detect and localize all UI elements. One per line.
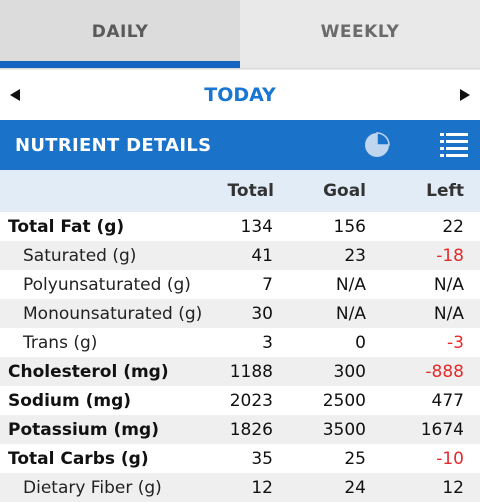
header-total: Total: [227, 181, 274, 201]
table-row: Potassium (mg) 1826 3500 1674: [0, 415, 480, 444]
nutrient-left: N/A: [433, 274, 464, 295]
nutrient-left: 477: [431, 390, 464, 411]
nutrient-goal: 0: [355, 332, 366, 353]
table-header: Total Goal Left: [0, 170, 480, 212]
nutrient-name: Dietary Fiber (g): [23, 477, 162, 498]
table-row: Total Carbs (g) 35 25 -10: [0, 444, 480, 473]
nutrient-goal: 24: [344, 477, 366, 498]
nutrient-name: Potassium (mg): [8, 419, 159, 440]
nutrient-total: 1826: [229, 419, 273, 440]
nutrient-name: Total Fat (g): [8, 216, 125, 237]
table-row: Dietary Fiber (g) 12 24 12: [0, 473, 480, 502]
tab-bar: DAILY WEEKLY: [0, 0, 480, 68]
chevron-right-icon[interactable]: [460, 89, 470, 101]
nutrient-total: 1188: [229, 361, 273, 382]
section-title: NUTRIENT DETAILS: [15, 134, 212, 156]
table-row: Cholesterol (mg) 1188 300 -888: [0, 357, 480, 386]
nutrient-total: 2023: [229, 390, 273, 411]
nutrient-left: 22: [442, 216, 464, 237]
nutrient-table: Total Fat (g) 134 156 22 Saturated (g) 4…: [0, 212, 480, 502]
nutrient-name: Saturated (g): [23, 245, 137, 266]
table-row: Saturated (g) 41 23 -18: [0, 241, 480, 270]
date-label[interactable]: TODAY: [204, 84, 276, 106]
nutrient-total: 35: [251, 448, 273, 469]
nutrient-name: Sodium (mg): [8, 390, 132, 411]
nutrient-left: N/A: [433, 303, 464, 324]
table-row: Polyunsaturated (g) 7 N/A N/A: [0, 270, 480, 299]
nutrient-goal: 2500: [322, 390, 366, 411]
section-header: NUTRIENT DETAILS: [0, 120, 480, 170]
chevron-left-icon[interactable]: [10, 89, 20, 101]
table-row: Monounsaturated (g) 30 N/A N/A: [0, 299, 480, 328]
nutrient-name: Monounsaturated (g): [23, 303, 203, 324]
pie-chart-icon[interactable]: [364, 132, 390, 158]
nutrient-goal: 3500: [322, 419, 366, 440]
nutrient-total: 30: [251, 303, 273, 324]
tab-daily[interactable]: DAILY: [0, 0, 240, 68]
list-view-icon[interactable]: [440, 132, 468, 158]
table-row: Trans (g) 3 0 -3: [0, 328, 480, 357]
nutrient-left: -10: [436, 448, 464, 469]
tab-weekly[interactable]: WEEKLY: [320, 22, 400, 42]
nutrient-name: Total Carbs (g): [8, 448, 149, 469]
nutrient-total: 134: [240, 216, 273, 237]
header-goal: Goal: [323, 181, 366, 201]
tab-divider: [0, 68, 480, 70]
nutrient-total: 41: [251, 245, 273, 266]
nutrient-goal: 300: [333, 361, 366, 382]
nutrient-left: -888: [425, 361, 464, 382]
nutrient-total: 7: [262, 274, 273, 295]
nutrient-total: 3: [262, 332, 273, 353]
nutrient-goal: 156: [333, 216, 366, 237]
nutrient-goal: N/A: [335, 274, 366, 295]
nutrient-left: 1674: [420, 419, 464, 440]
header-left: Left: [426, 181, 464, 201]
nutrient-goal: 23: [344, 245, 366, 266]
nutrient-name: Cholesterol (mg): [8, 361, 169, 382]
date-navigation: TODAY: [0, 70, 480, 120]
nutrient-left: -3: [447, 332, 464, 353]
nutrient-name: Polyunsaturated (g): [23, 274, 191, 295]
nutrient-left: 12: [442, 477, 464, 498]
table-row: Sodium (mg) 2023 2500 477: [0, 386, 480, 415]
table-row: Total Fat (g) 134 156 22: [0, 212, 480, 241]
nutrient-total: 12: [251, 477, 273, 498]
nutrient-goal: N/A: [335, 303, 366, 324]
nutrient-left: -18: [436, 245, 464, 266]
nutrient-name: Trans (g): [23, 332, 98, 353]
nutrient-goal: 25: [344, 448, 366, 469]
